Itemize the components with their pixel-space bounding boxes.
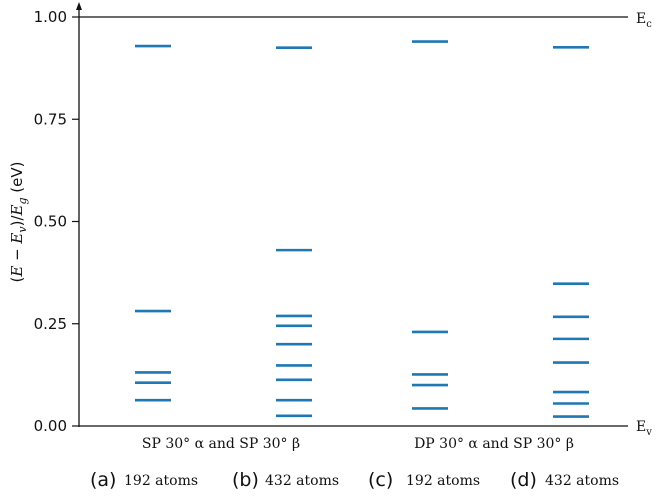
series-a	[135, 44, 171, 402]
series-c	[412, 40, 448, 410]
panel-atoms-b: 432 atoms	[265, 473, 339, 489]
y-tick-label: 0.00	[34, 417, 67, 435]
y-tick-label: 0.25	[34, 315, 67, 333]
panel-letter-b: (b)	[232, 469, 259, 491]
y-axis-arrow	[76, 2, 82, 10]
panel-label-a: (a) 192 atoms	[90, 469, 198, 491]
y-ticks: 0.00 0.25 0.50 0.75 1.00	[34, 8, 79, 435]
panel-label-b: (b) 432 atoms	[232, 469, 339, 491]
panel-label-c: (c) 192 atoms	[368, 469, 480, 491]
y-tick-label: 0.75	[34, 110, 67, 128]
conduction-band-label: Ec	[636, 11, 652, 30]
series-d	[553, 45, 589, 418]
y-tick-label: 0.50	[34, 213, 67, 231]
y-tick-label: 1.00	[34, 8, 67, 26]
y-axis-title: (E − Ev)/Eg (eV)	[8, 162, 29, 283]
valence-band-label: Ev	[636, 419, 652, 438]
panel-label-d: (d) 432 atoms	[510, 469, 619, 491]
panel-atoms-c: 192 atoms	[406, 473, 480, 489]
group-label-dp: DP 30° α and SP 30° β	[414, 436, 574, 452]
panel-letter-d: (d)	[510, 469, 537, 491]
panel-atoms-a: 192 atoms	[124, 473, 198, 489]
panel-atoms-d: 432 atoms	[545, 473, 619, 489]
panel-letter-a: (a)	[90, 469, 116, 491]
panel-letter-c: (c)	[368, 469, 393, 491]
series-b	[276, 46, 312, 418]
energy-levels	[135, 40, 589, 418]
group-label-sp: SP 30° α and SP 30° β	[142, 436, 300, 452]
